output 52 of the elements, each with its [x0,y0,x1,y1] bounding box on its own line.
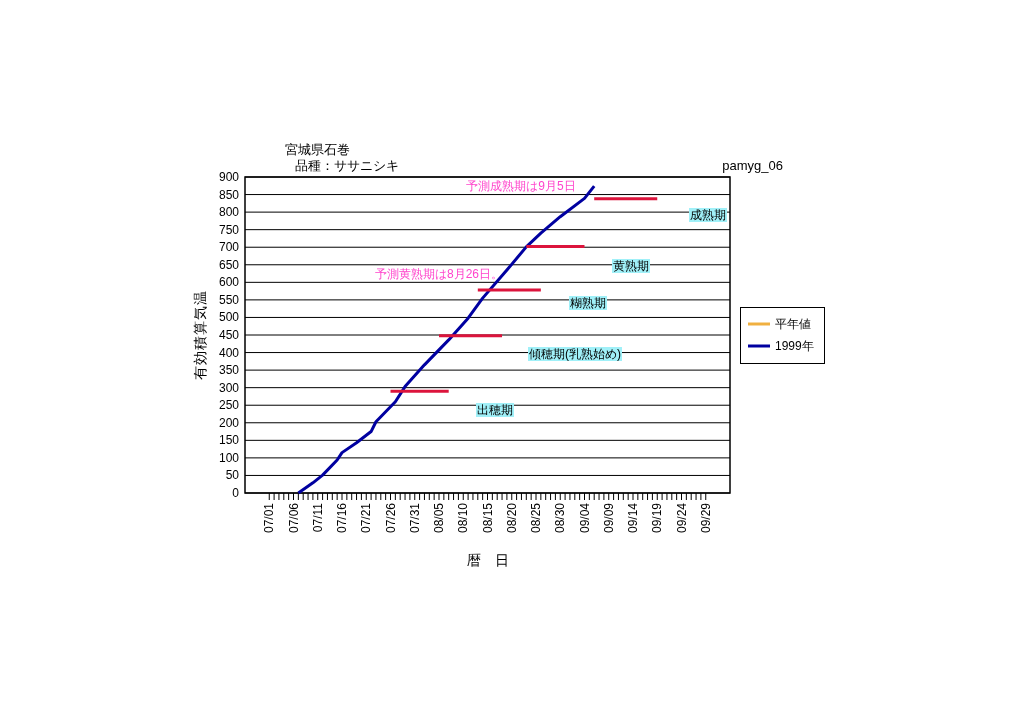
legend-label: 平年値 [775,317,811,331]
y-tick-label: 850 [218,187,240,202]
y-tick-label: 900 [218,170,240,184]
x-tick-label: 09/19 [650,502,665,534]
y-tick-label: 100 [218,450,240,465]
x-tick-label: 07/21 [359,502,374,534]
y-tick-label: 200 [218,415,240,430]
x-tick-label: 09/09 [601,502,616,534]
x-tick-label: 09/14 [626,502,640,534]
x-tick-label: 07/01 [262,502,277,534]
annotation: 傾穂期(乳熟始め) [529,347,621,361]
x-tick-label: 08/05 [432,502,446,534]
y-tick-label: 300 [218,380,240,395]
y-tick-label: 800 [218,205,240,220]
x-axis-title: 暦 日 [467,552,509,568]
y-tick-label: 50 [225,468,240,483]
y-tick-label: 350 [218,363,240,378]
x-tick-label: 08/25 [529,502,543,534]
x-tick-label: 08/15 [480,502,495,534]
x-tick-label: 07/06 [286,502,301,534]
y-tick-label: 500 [218,310,240,325]
x-tick-label: 07/11 [310,502,325,533]
y-tick-label: 150 [218,433,240,448]
legend-label: 1999年 [775,339,814,353]
y-tick-label: 0 [232,486,240,500]
x-tick-label: 07/26 [383,502,398,534]
x-tick-label: 09/04 [577,502,592,534]
x-tick-label: 09/24 [674,502,689,534]
y-axis-title: 有効積算気温 [192,290,208,380]
annotation: 予測成熟期は9月5日 [466,179,576,193]
annotation: 成熟期 [690,208,726,222]
y-tick-label: 550 [218,292,240,307]
x-tick-label: 07/16 [335,502,349,534]
x-tick-label: 07/31 [407,502,422,534]
x-tick-label: 08/30 [553,502,568,534]
annotation: 予測黄熟期は8月26日。 [374,267,503,281]
y-tick-label: 250 [218,398,240,413]
y-tick-label: 750 [218,222,240,237]
y-tick-label: 600 [218,275,240,290]
annotation: 出穂期 [477,403,513,417]
text: pamyg_06 [722,157,783,173]
y-tick-label: 450 [218,328,240,342]
chart-subtitle: 品種：ササニシキ [295,157,399,173]
annotation: 糊熟期 [570,296,606,310]
chart-title: 宮城県石巻 [285,141,350,157]
x-tick-label: 08/10 [456,502,471,534]
annotation: 黄熟期 [613,259,649,273]
y-tick-label: 650 [218,257,240,272]
x-tick-label: 08/20 [504,502,519,534]
x-tick-label: 09/29 [698,502,713,534]
y-tick-label: 700 [218,240,240,255]
y-tick-label: 400 [218,345,240,360]
